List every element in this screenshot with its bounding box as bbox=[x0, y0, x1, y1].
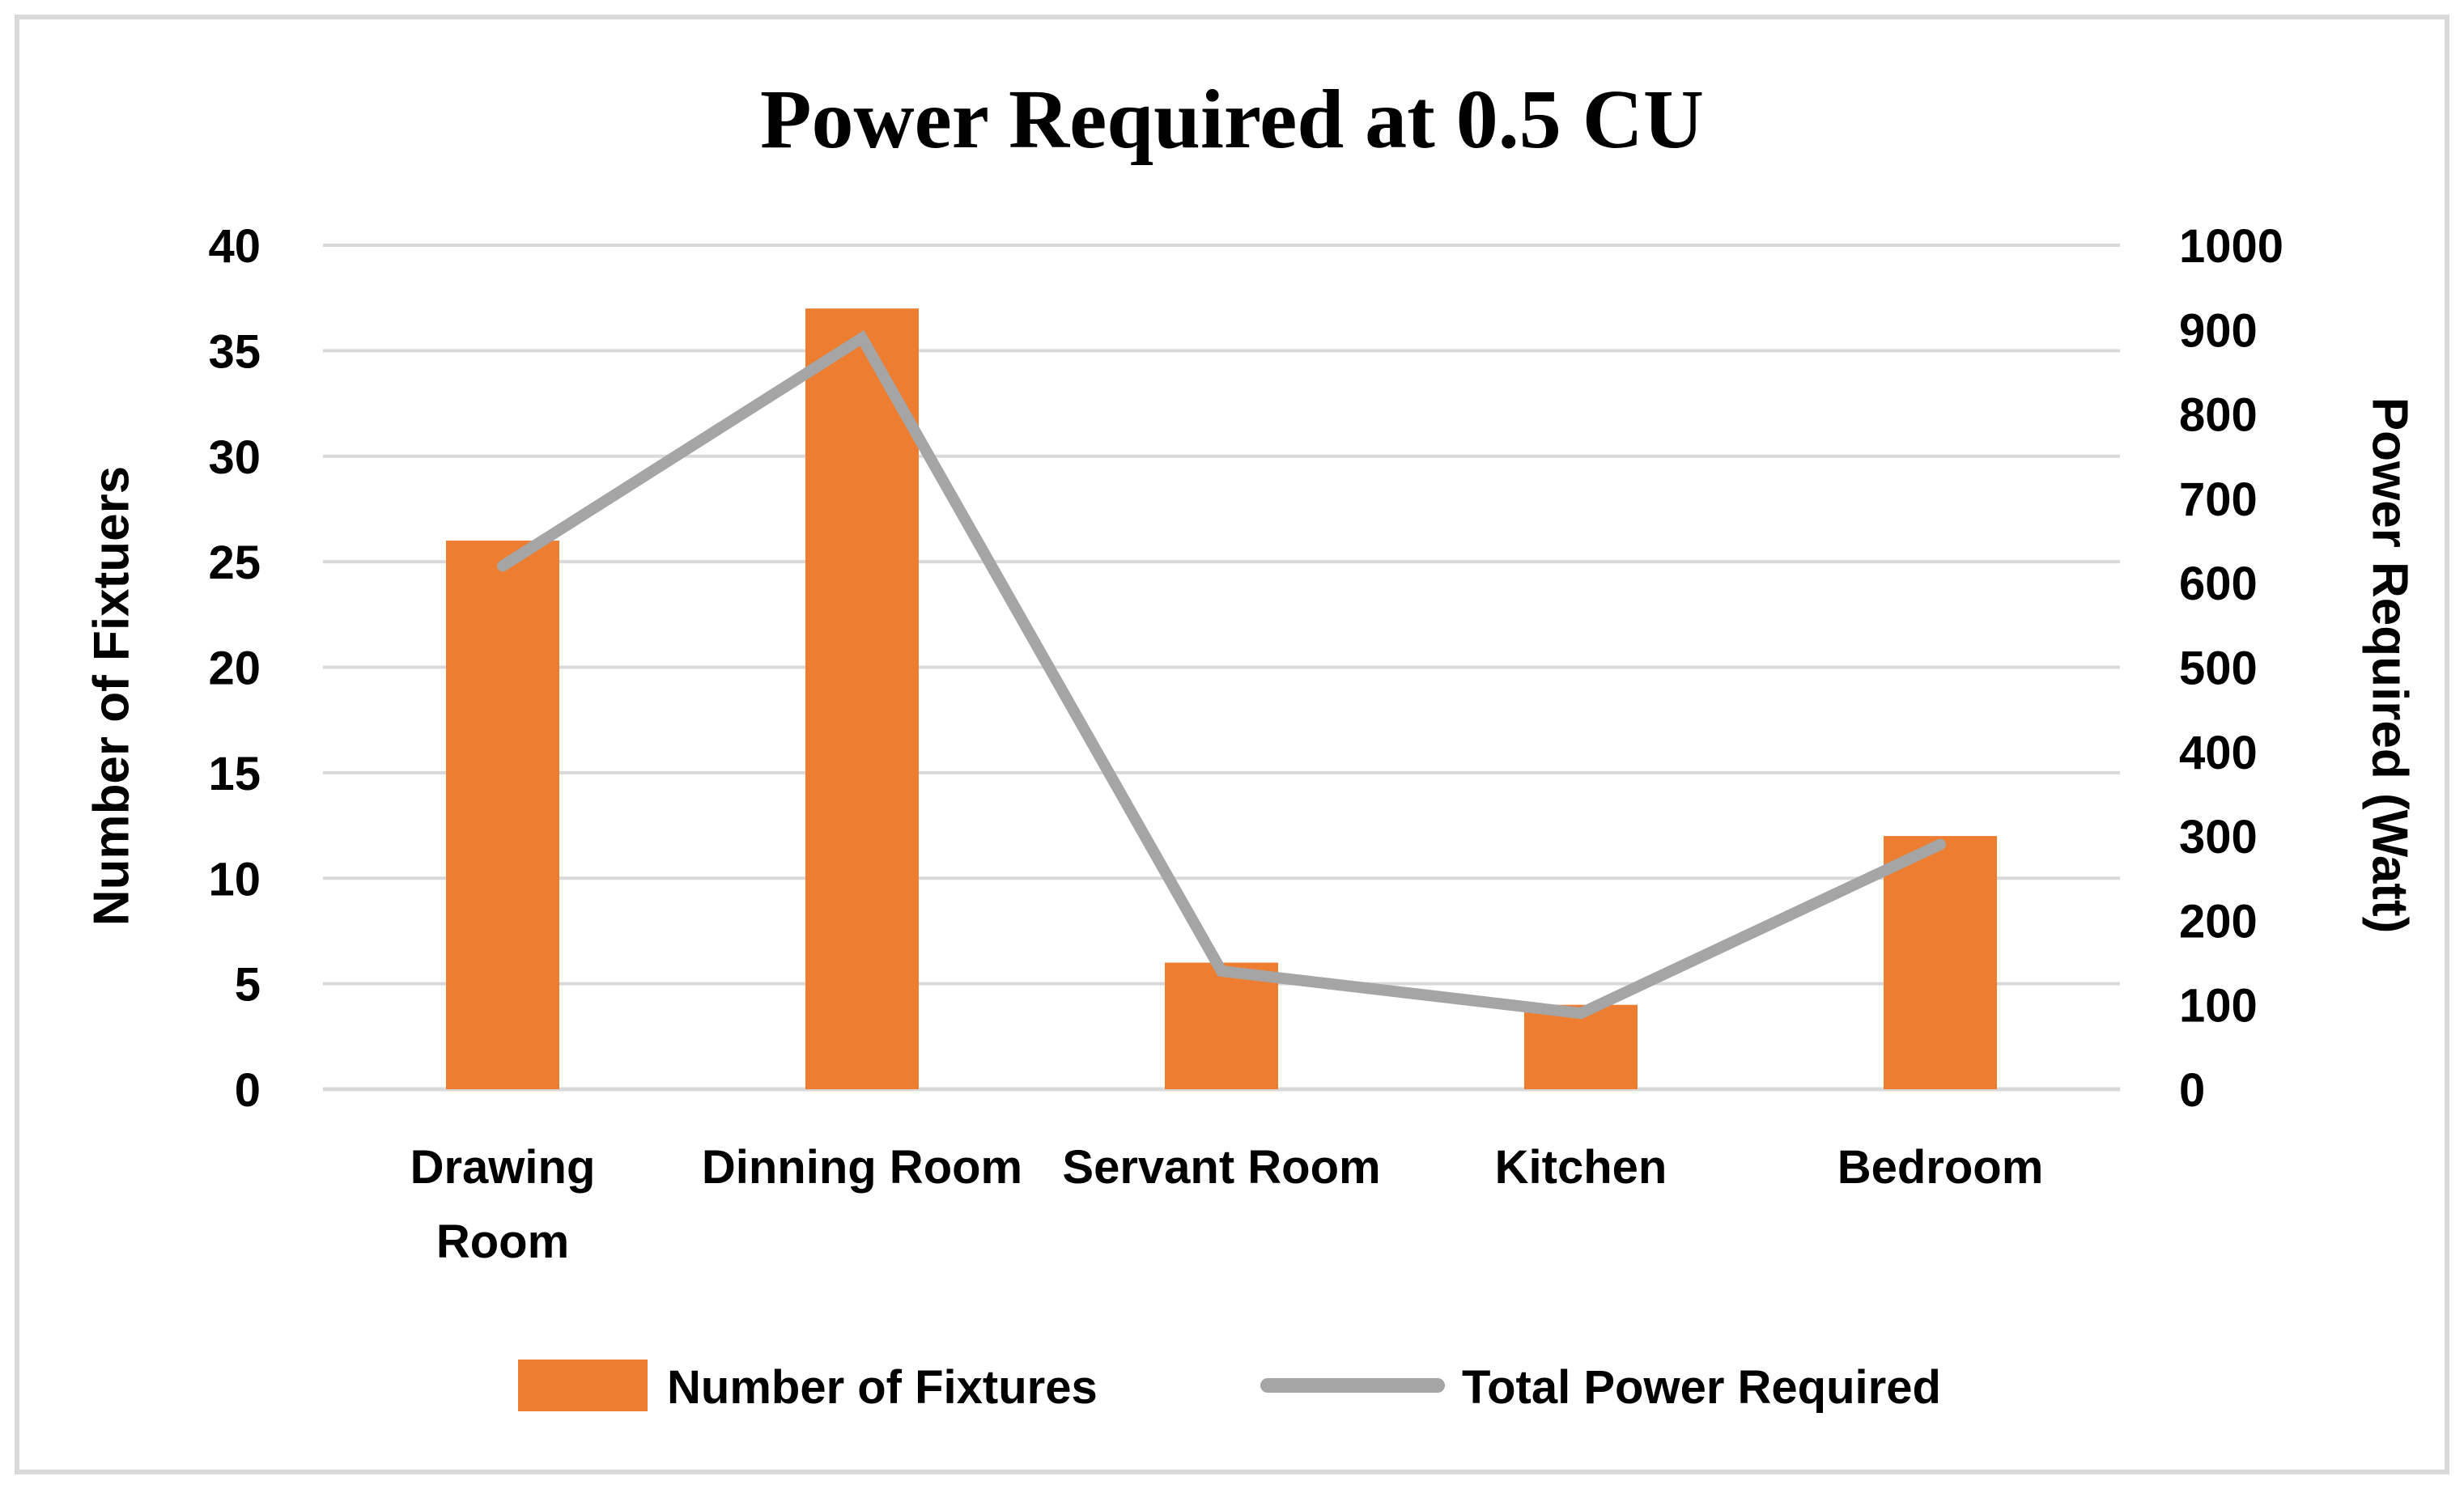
legend-bar-swatch bbox=[518, 1360, 648, 1411]
right-axis-tick-100: 100 bbox=[2179, 980, 2258, 1033]
left-axis-tick-5: 5 bbox=[235, 959, 261, 1012]
legend: Number of Fixtures Total Power Required bbox=[518, 1360, 1941, 1414]
category-axis-labels: Drawing Room Dinning Room Servant Room Kitch… bbox=[410, 1141, 2044, 1268]
right-axis-tick-300: 300 bbox=[2179, 811, 2258, 863]
total-power-line bbox=[497, 329, 1946, 1020]
category-label-bedroom: Bedroom bbox=[1837, 1141, 2044, 1194]
bar-bedroom bbox=[1884, 836, 1997, 1089]
right-axis-tick-1000: 1000 bbox=[2179, 220, 2283, 273]
legend-label-total-power-required: Total Power Required bbox=[1462, 1361, 1941, 1414]
gridlines bbox=[323, 244, 2120, 1092]
right-axis-tick-labels: 0 100 200 300 400 500 600 700 800 900 1000 bbox=[2179, 220, 2283, 1117]
left-axis-tick-labels: 0 5 10 15 20 25 30 35 40 bbox=[208, 220, 261, 1117]
right-axis-tick-600: 600 bbox=[2179, 558, 2258, 610]
chart-border-frame bbox=[15, 15, 2449, 1474]
left-axis-tick-20: 20 bbox=[208, 643, 261, 695]
left-axis-tick-10: 10 bbox=[208, 853, 261, 906]
left-axis-tick-40: 40 bbox=[208, 220, 261, 273]
line-series bbox=[497, 329, 1946, 1020]
category-label-drawing-room: Drawing Room bbox=[410, 1141, 596, 1268]
right-axis-tick-900: 900 bbox=[2179, 304, 2258, 357]
bar-dinning-room bbox=[805, 308, 919, 1090]
category-label-servant-room: Servant Room bbox=[1062, 1141, 1380, 1194]
left-axis-tick-35: 35 bbox=[208, 325, 261, 378]
right-axis-tick-700: 700 bbox=[2179, 473, 2258, 526]
chart-title: Power Required at 0.5 CU bbox=[759, 73, 1705, 166]
category-label-dinning-room: Dinning Room bbox=[702, 1141, 1022, 1194]
left-axis-tick-30: 30 bbox=[208, 431, 261, 484]
bar-series bbox=[446, 308, 1997, 1090]
right-axis-tick-800: 800 bbox=[2179, 389, 2258, 442]
right-axis-tick-500: 500 bbox=[2179, 643, 2258, 695]
left-axis-tick-15: 15 bbox=[208, 748, 261, 800]
right-axis-tick-400: 400 bbox=[2179, 727, 2258, 779]
right-axis-tick-200: 200 bbox=[2179, 895, 2258, 948]
left-axis-tick-25: 25 bbox=[208, 537, 261, 589]
left-axis-tick-0: 0 bbox=[235, 1064, 261, 1117]
right-axis-tick-0: 0 bbox=[2179, 1064, 2205, 1117]
category-label-kitchen: Kitchen bbox=[1495, 1141, 1667, 1194]
legend-label-number-of-fixtures: Number of Fixtures bbox=[667, 1361, 1098, 1414]
bar-servant-room bbox=[1165, 962, 1278, 1089]
bar-drawing-room bbox=[446, 541, 559, 1089]
